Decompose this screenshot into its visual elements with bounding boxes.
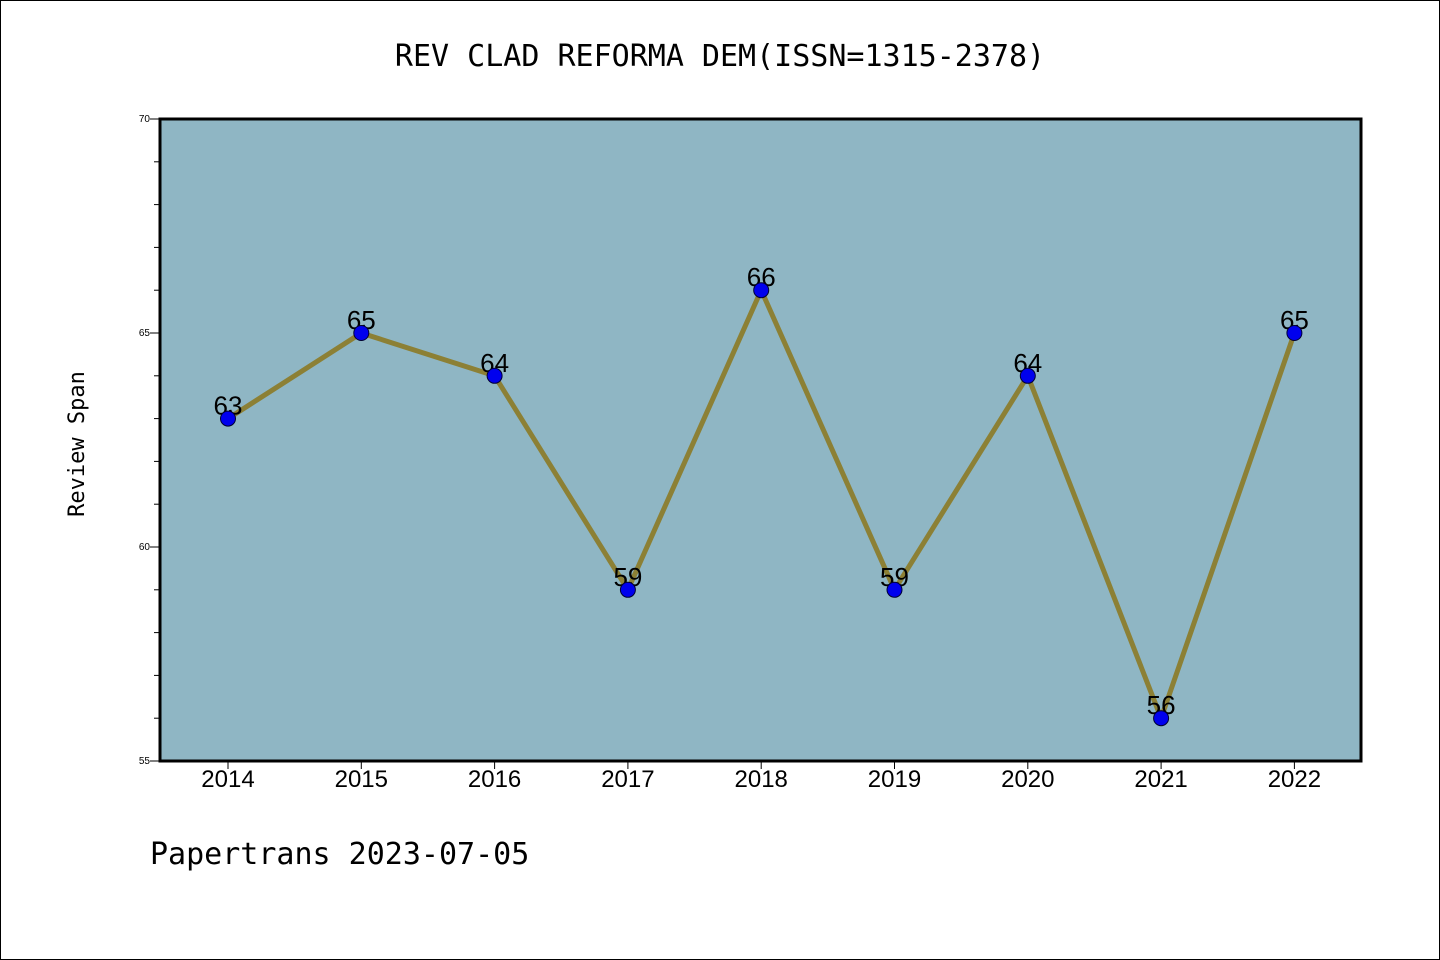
y-tick-label: 55 xyxy=(139,756,151,767)
x-tick-label: 2017 xyxy=(601,766,654,793)
x-tick-label: 2018 xyxy=(735,766,788,793)
y-tick-label: 70 xyxy=(139,114,151,125)
x-tick-label: 2021 xyxy=(1134,766,1187,793)
data-point xyxy=(353,325,370,341)
footer-credit: Papertrans 2023-07-05 xyxy=(150,837,529,872)
data-point xyxy=(1286,325,1303,341)
x-tick-label: 2019 xyxy=(868,766,921,793)
data-point xyxy=(753,282,770,299)
x-tick-label: 2022 xyxy=(1268,766,1321,793)
x-tick-label: 2016 xyxy=(468,766,521,793)
x-tick-label: 2015 xyxy=(335,766,388,793)
x-tick-label: 2014 xyxy=(201,766,254,793)
chart-title: REV CLAD REFORMA DEM(ISSN=1315-2378) xyxy=(395,39,1045,74)
y-tick-label: 60 xyxy=(139,542,151,553)
x-tick-label: 2020 xyxy=(1001,766,1054,793)
series-markers xyxy=(220,282,1303,727)
data-point xyxy=(886,581,903,598)
y-tick-label: 65 xyxy=(139,328,151,339)
y-axis-ticks: 55 60 65 70 xyxy=(139,114,160,767)
data-point xyxy=(486,367,503,384)
plot-border xyxy=(158,117,1363,763)
x-axis-ticks: 2014 2015 2016 2017 2018 2019 2020 2021 2022 xyxy=(201,761,1321,793)
y-axis-label: Review Span xyxy=(65,371,90,517)
data-point xyxy=(1153,710,1170,727)
data-point xyxy=(220,410,236,427)
data-point xyxy=(619,581,636,598)
data-point xyxy=(1019,367,1036,384)
plot-area xyxy=(160,119,1361,761)
